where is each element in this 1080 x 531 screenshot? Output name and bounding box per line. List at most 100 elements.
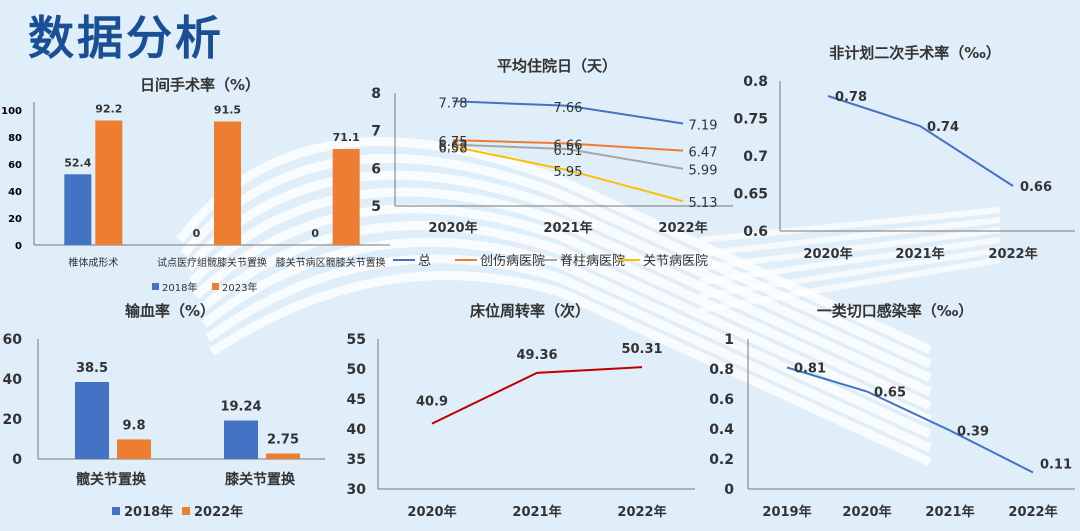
series-line (827, 95, 1014, 187)
data-label: 5.99 (689, 164, 718, 179)
bar-2023年 (214, 121, 241, 245)
series-line (786, 366, 1034, 474)
x-tick-label: 2019年 (762, 504, 811, 520)
data-label: 0 (311, 227, 319, 240)
chart-title: 输血率（%） (125, 302, 215, 320)
data-label: 0.11 (1040, 458, 1072, 473)
legend-label: 总 (418, 254, 431, 269)
x-tick-label: 膝关节病区髋膝关节置换 (276, 256, 386, 269)
bar-2018年 (224, 420, 258, 459)
legend-label: 2023年 (222, 281, 257, 294)
y-tick-label: 0.6 (743, 224, 768, 240)
chart-title: 平均住院日（天） (497, 57, 617, 75)
x-tick-label: 膝关节置换 (225, 471, 296, 488)
series-line-创伤病医院 (452, 139, 684, 152)
day-surgery-rate-chart: 日间手术率（%）02040608010052.492.2椎体成形术091.5试点… (1, 76, 390, 294)
y-tick-label: 0.6 (709, 392, 734, 408)
bar-2023年 (95, 120, 123, 245)
y-tick-label: 20 (3, 412, 23, 428)
x-tick-label: 2021年 (543, 220, 592, 236)
x-tick-label: 2022年 (988, 246, 1037, 262)
y-tick-label: 30 (347, 482, 367, 498)
y-tick-label: 0.7 (743, 149, 768, 165)
series-line-脊柱病医院 (452, 143, 684, 170)
data-label: 49.36 (516, 348, 557, 363)
x-tick-label: 试点医疗组髋膝关节置换 (157, 256, 267, 269)
y-tick-label: 0.65 (733, 187, 768, 203)
bar-2022年 (117, 439, 151, 459)
x-tick-label: 2021年 (512, 504, 561, 520)
y-tick-label: 20 (8, 214, 22, 225)
average-stay-chart: 平均住院日（天） 5 6 7 8 2020年 2021年 2022年 7.78 7.66 7.19 6… (371, 57, 733, 269)
chart-title: 一类切口感染率（‰） (817, 302, 974, 320)
series-line (431, 366, 643, 425)
y-tick-label: 40 (8, 187, 22, 198)
data-label: 0 (193, 227, 201, 240)
y-tick-label: 60 (3, 332, 23, 348)
x-tick-label: 2021年 (925, 504, 974, 520)
y-tick-label: 5 (371, 199, 381, 215)
legend-label: 2022年 (194, 504, 243, 520)
x-tick-label: 2021年 (895, 246, 944, 262)
data-label: 6.58 (439, 141, 468, 156)
data-label: 5.13 (689, 196, 718, 211)
y-tick-label: 45 (347, 392, 366, 408)
legend-swatch (152, 283, 159, 290)
data-label: 7.78 (439, 96, 468, 111)
chart-title: 床位周转率（次） (470, 302, 590, 320)
y-tick-label: 35 (347, 452, 366, 468)
background-arc-band (192, 204, 932, 411)
data-label: 92.2 (95, 103, 122, 116)
y-tick-label: 1 (724, 332, 734, 348)
x-tick-label: 椎体成形术 (68, 256, 118, 269)
transfusion-rate-chart: 输血率（%） 0 20 40 60 38.5 9.8 髋关节置换 19.24 2.75 膝关节置换 2… (3, 302, 325, 520)
legend-swatch (212, 283, 219, 290)
legend-label: 2018年 (162, 281, 197, 294)
x-tick-label: 2020年 (428, 220, 477, 236)
y-tick-label: 0.4 (709, 422, 734, 438)
data-label: 50.31 (621, 342, 662, 357)
data-label: 5.95 (554, 165, 583, 180)
data-label: 52.4 (64, 156, 91, 169)
y-tick-label: 60 (8, 160, 22, 171)
y-tick-label: 0 (724, 482, 734, 498)
y-tick-label: 40 (3, 372, 23, 388)
data-label: 0.39 (957, 425, 989, 440)
legend-label: 关节病医院 (643, 254, 708, 269)
legend-label: 创伤病医院 (480, 254, 545, 269)
unplanned-reoperation-chart: 非计划二次手术率（‰） 0.6 0.65 0.7 0.75 0.8 2020年 2021年 20… (733, 44, 1075, 262)
background-stripe (699, 247, 1001, 299)
data-label: 6.47 (689, 146, 718, 161)
legend-label: 2018年 (124, 504, 173, 520)
chart-title: 日间手术率（%） (140, 76, 260, 94)
data-label: 2.75 (267, 433, 299, 448)
background-stripe (699, 237, 1001, 285)
data-label: 7.19 (689, 119, 718, 134)
data-label: 19.24 (220, 400, 261, 415)
bar-2018年 (64, 174, 92, 245)
bar-2023年 (332, 149, 360, 245)
series-line-关节病医院 (452, 145, 684, 203)
background-stripe (699, 257, 1001, 313)
x-tick-label: 2022年 (658, 220, 707, 236)
data-label: 6.51 (554, 144, 583, 159)
y-tick-label: 6 (371, 161, 381, 177)
x-tick-label: 2020年 (803, 246, 852, 262)
page-title: 数据分析 (28, 11, 224, 65)
data-label: 38.5 (76, 361, 108, 376)
x-tick-label: 2022年 (1008, 504, 1057, 520)
series-line-总 (452, 100, 684, 125)
bar-2018年 (75, 382, 109, 459)
y-tick-label: 100 (1, 106, 22, 117)
y-tick-label: 0 (12, 452, 22, 468)
y-tick-label: 7 (371, 124, 381, 140)
background-arc-band (209, 271, 932, 467)
x-tick-label: 2022年 (617, 504, 666, 520)
legend-label: 脊柱病医院 (560, 254, 625, 269)
legend-swatch (112, 507, 120, 515)
bar-2022年 (266, 453, 300, 459)
background-arc-band (188, 187, 932, 397)
background-stripe (699, 217, 1001, 257)
background-arc-band (197, 221, 932, 425)
